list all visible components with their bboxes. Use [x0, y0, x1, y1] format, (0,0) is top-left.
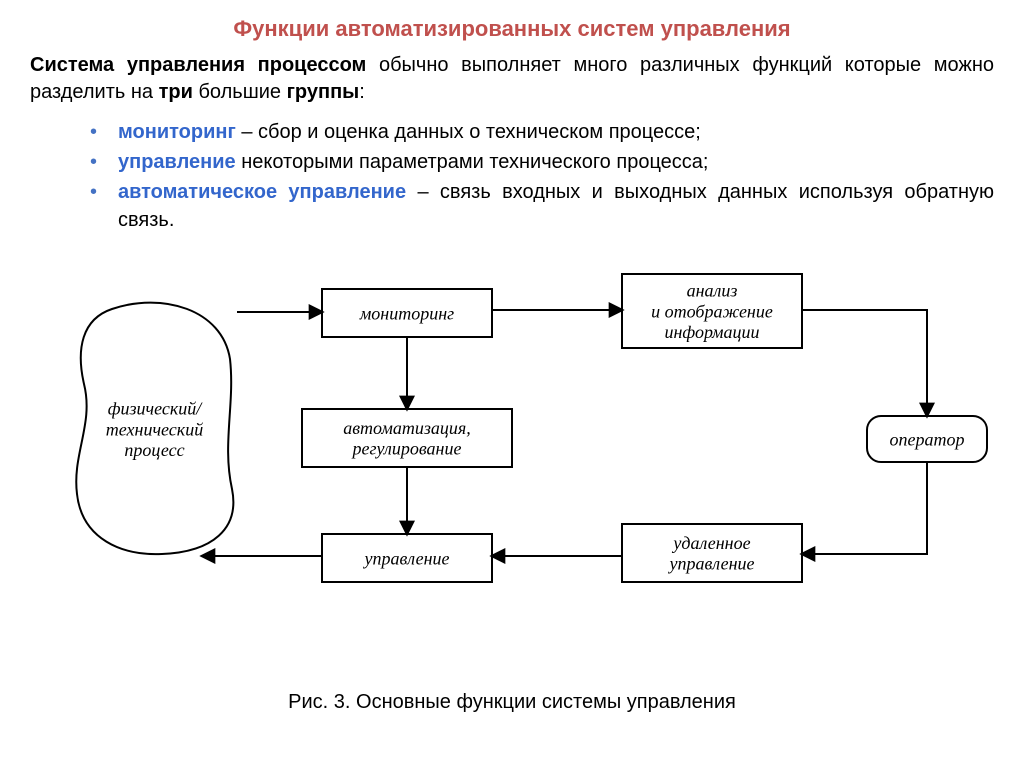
- intro-mid2: большие: [193, 81, 287, 103]
- svg-text:управление: управление: [362, 548, 449, 568]
- svg-text:процесс: процесс: [124, 440, 184, 460]
- intro-bold2: три: [159, 81, 193, 103]
- svg-text:и отображение: и отображение: [651, 301, 773, 321]
- bullet-list: мониторинг – сбор и оценка данных о техн…: [90, 118, 994, 234]
- bullet-term: мониторинг: [118, 121, 236, 143]
- bullet-rest: – сбор и оценка данных о техническом про…: [236, 121, 701, 143]
- svg-text:мониторинг: мониторинг: [359, 303, 454, 323]
- bullet-item: автоматическое управление – связь входны…: [90, 178, 994, 234]
- svg-text:технический: технический: [106, 419, 203, 439]
- intro-bold3: группы: [287, 81, 360, 103]
- flowchart-svg: физический/техническийпроцесс мониторинг а…: [32, 244, 992, 664]
- svg-text:удаленное: удаленное: [671, 533, 750, 553]
- svg-text:физический/: физический/: [108, 399, 204, 419]
- bullet-rest: некоторыми параметрами технического проц…: [236, 151, 709, 173]
- title-text: Функции автоматизированных систем управл…: [233, 16, 790, 41]
- diagram-container: физический/техническийпроцесс мониторинг а…: [32, 244, 992, 669]
- svg-text:управление: управление: [667, 554, 754, 574]
- bullet-term: управление: [118, 151, 236, 173]
- bullet-item: мониторинг – сбор и оценка данных о техн…: [90, 118, 994, 146]
- page-title: Функции автоматизированных систем управл…: [30, 16, 994, 42]
- svg-text:автоматизация,: автоматизация,: [343, 418, 471, 438]
- bullet-term: автоматическое управление: [118, 181, 406, 203]
- figure-caption: Рис. 3. Основные функции системы управле…: [30, 691, 994, 714]
- svg-text:оператор: оператор: [890, 429, 965, 449]
- svg-text:анализ: анализ: [687, 281, 738, 301]
- caption-text: Рис. 3. Основные функции системы управле…: [288, 691, 736, 713]
- svg-text:информации: информации: [664, 322, 759, 342]
- svg-text:регулирование: регулирование: [351, 439, 462, 459]
- intro-paragraph: Система управления процессом обычно выпо…: [30, 52, 994, 106]
- bullet-item: управление некоторыми параметрами технич…: [90, 148, 994, 176]
- intro-bold1: Система управления процессом: [30, 54, 366, 76]
- intro-suffix: :: [359, 81, 365, 103]
